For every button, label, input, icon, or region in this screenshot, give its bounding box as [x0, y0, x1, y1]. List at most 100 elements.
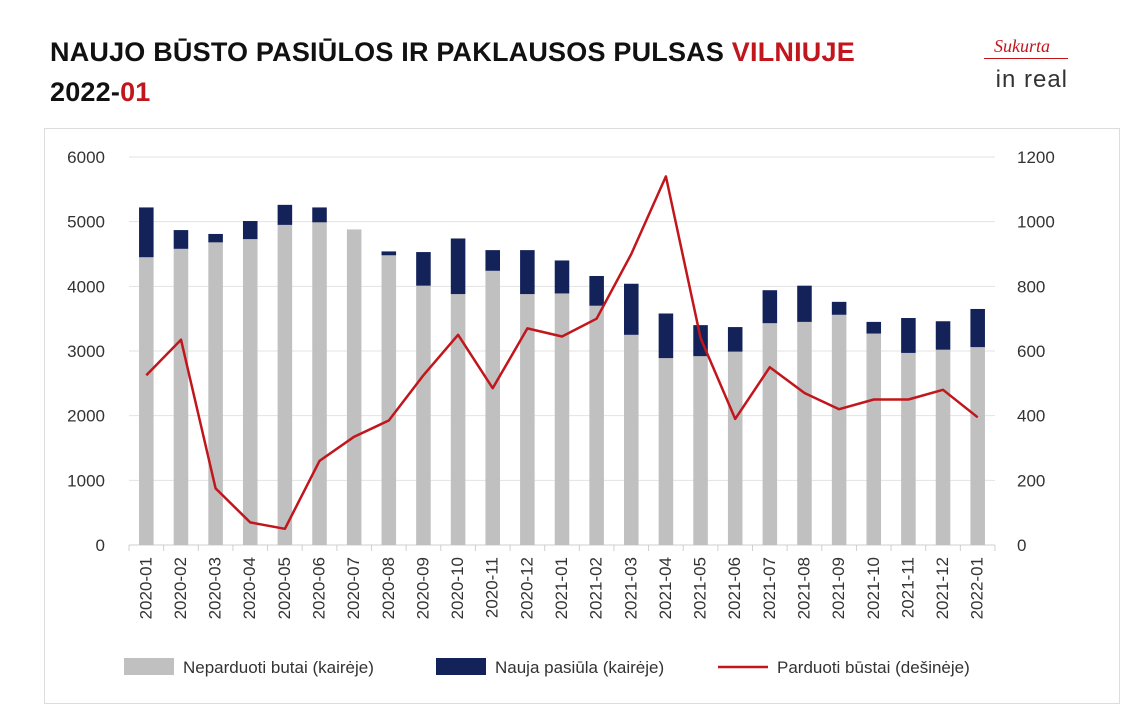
bar-unsold [727, 351, 743, 545]
bar-new-supply [589, 275, 604, 306]
bar-unsold [624, 334, 639, 545]
x-tick-label: 2020-02 [171, 557, 190, 619]
logo-brand-text: in real [995, 66, 1068, 93]
bar-unsold [346, 229, 362, 545]
legend-label-unsold: Neparduoti butai (kairėje) [183, 658, 374, 677]
bar-new-supply [312, 207, 327, 223]
bar-unsold [173, 248, 189, 545]
combo-chart: 0 1000 2000 3000 4000 5000 6000 0 200 400 600 800 10… [67, 148, 1055, 677]
bar-unsold [242, 239, 258, 546]
title-line-2: 2022-01 [50, 72, 855, 112]
x-tick-label: 2020-07 [344, 557, 363, 619]
x-tick-label: 2021-12 [933, 557, 952, 619]
bar-unsold [416, 285, 431, 545]
x-tick-label: 2020-03 [206, 557, 225, 619]
bar-unsold [139, 257, 154, 545]
bar-unsold [797, 321, 812, 545]
bar-unsold [693, 356, 708, 545]
bar-new-supply [277, 204, 293, 225]
y-right-tick-label: 1000 [1017, 213, 1055, 232]
y-right-tick-label: 400 [1017, 407, 1045, 426]
y-right-tick-label: 200 [1017, 471, 1045, 490]
y-left-tick-label: 0 [96, 536, 105, 555]
y-left-tick-label: 5000 [67, 213, 105, 232]
y-right-tick-label: 800 [1017, 277, 1045, 296]
bar-new-supply [970, 308, 985, 348]
x-tick-label: 2021-05 [691, 557, 710, 619]
x-tick-label: 2021-06 [725, 557, 744, 619]
x-tick-label: 2020-10 [448, 557, 467, 619]
title-month: 01 [120, 77, 151, 107]
legend-swatch-unsold [124, 658, 174, 675]
x-tick-label: 2020-04 [240, 557, 259, 619]
x-tick-label: 2021-10 [864, 557, 883, 619]
bar-new-supply [935, 321, 951, 350]
bar-unsold [831, 314, 847, 545]
bar-new-supply [485, 250, 500, 271]
x-tick-label: 2020-06 [310, 557, 329, 619]
x-tick-label: 2020-05 [275, 557, 294, 619]
inreal-logo: Sukurta in real [958, 36, 1068, 102]
line-sold [145, 175, 979, 531]
bar-unsold [208, 242, 223, 546]
legend-swatch-new-supply [436, 658, 486, 675]
y-left-tick-label: 6000 [67, 148, 105, 167]
bar-unsold [935, 349, 951, 545]
x-tick-label: 2020-11 [483, 557, 502, 618]
bar-new-supply [208, 233, 223, 243]
title-accent: VILNIUJE [731, 37, 855, 67]
legend: Neparduoti butai (kairėje) Nauja pasiūla … [124, 658, 970, 677]
y-left-tick-label: 4000 [67, 277, 105, 296]
title-line-1: NAUJO BŪSTO PASIŪLOS IR PAKLAUSOS PULSAS… [50, 32, 855, 72]
y-right-tick-label: 600 [1017, 342, 1045, 361]
logo-script-text: Sukurta [994, 36, 1050, 56]
bar-new-supply [866, 321, 882, 334]
bar-unsold [450, 294, 466, 545]
y-left-tick-label: 3000 [67, 342, 105, 361]
line-group [145, 175, 979, 531]
bar-new-supply [762, 290, 778, 324]
title-year: 2022- [50, 77, 121, 107]
x-tick-label: 2021-11 [898, 557, 917, 618]
bar-unsold [554, 293, 570, 545]
x-tick-label: 2021-09 [829, 557, 848, 619]
y-right-tick-label: 1200 [1017, 148, 1055, 167]
x-tick-label: 2020-01 [136, 557, 155, 619]
bar-new-supply [381, 251, 397, 256]
y-left-tick-label: 1000 [67, 471, 105, 490]
bar-new-supply [727, 327, 743, 352]
bar-new-supply [416, 252, 431, 286]
y-right-tick-label: 0 [1017, 536, 1026, 555]
bar-unsold [658, 358, 674, 545]
x-tick-label: 2021-02 [587, 557, 606, 619]
x-tick-label: 2021-07 [760, 557, 779, 619]
bar-unsold [312, 222, 327, 545]
chart-container: 0 1000 2000 3000 4000 5000 6000 0 200 400 600 800 10… [44, 128, 1120, 704]
x-tick-label: 2020-08 [379, 557, 398, 619]
bar-unsold [762, 323, 778, 545]
logo-underline [984, 58, 1068, 59]
x-tick-label: 2021-04 [656, 557, 675, 619]
bar-new-supply [520, 250, 535, 295]
bar-unsold [589, 305, 604, 545]
legend-label-sold: Parduoti būstai (dešinėje) [777, 658, 970, 677]
bars-group [139, 204, 985, 546]
title-main: NAUJO BŪSTO PASIŪLOS IR PAKLAUSOS PULSAS [50, 37, 732, 67]
bar-new-supply [173, 230, 189, 249]
bar-new-supply [624, 283, 639, 335]
bar-new-supply [450, 238, 466, 295]
x-tick-label: 2021-08 [794, 557, 813, 619]
x-tick-label: 2021-01 [552, 557, 571, 619]
x-tick-label: 2021-03 [621, 557, 640, 619]
x-tick-label: 2020-09 [413, 557, 432, 619]
bar-unsold [970, 347, 985, 545]
bar-new-supply [554, 260, 570, 294]
bar-new-supply [242, 221, 258, 240]
bar-new-supply [797, 285, 812, 322]
bar-new-supply [658, 313, 674, 359]
bar-unsold [901, 352, 916, 545]
bar-new-supply [139, 207, 154, 258]
bar-unsold [866, 333, 882, 545]
legend-label-new-supply: Nauja pasiūla (kairėje) [495, 658, 664, 677]
y-left-tick-label: 2000 [67, 407, 105, 426]
